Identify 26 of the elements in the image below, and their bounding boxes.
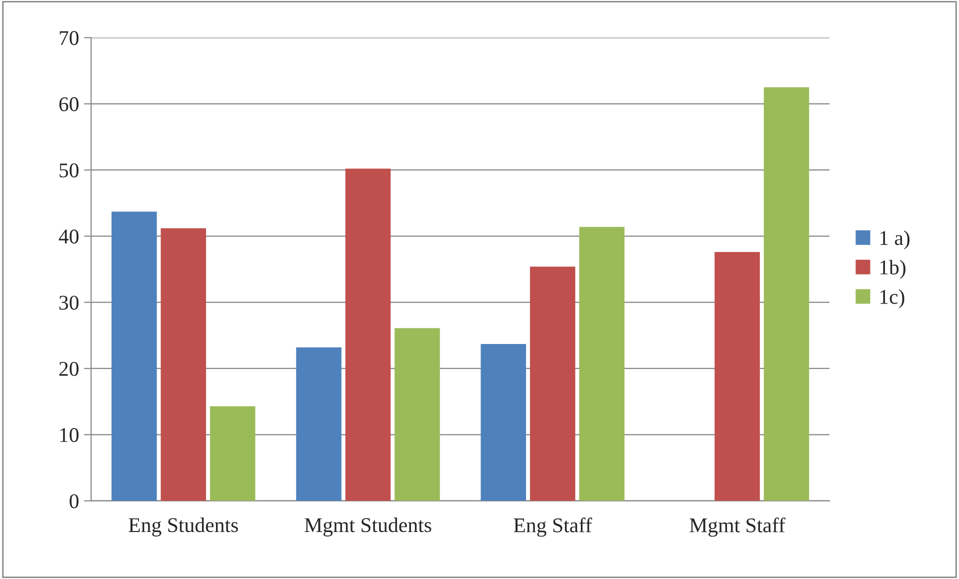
y-tick-label: 60 [59, 97, 79, 112]
bar [579, 226, 624, 501]
bar [714, 252, 760, 501]
bar [764, 87, 810, 501]
bar [480, 344, 526, 501]
x-tick-label: Eng Staff [514, 518, 592, 537]
bar [345, 168, 391, 501]
y-tick-label: 70 [60, 31, 79, 46]
y-tick-label: 20 [59, 362, 79, 376]
bar [112, 212, 157, 501]
y-tick-label: 30 [59, 296, 79, 310]
bar [394, 328, 440, 501]
y-tick-label: 40 [58, 230, 79, 244]
bar [296, 347, 342, 501]
bar [530, 266, 576, 501]
legend-label: 1b) [880, 260, 906, 279]
y-tick-label: 0 [70, 494, 79, 508]
x-tick-label: Mgmt Students [304, 518, 432, 536]
bar [210, 406, 256, 501]
bar [160, 228, 206, 501]
legend-label: 1c) [880, 289, 904, 308]
x-tick-label: Eng Students [128, 518, 238, 536]
x-tick-label: Mgmt Staff [690, 518, 786, 537]
y-tick-label: 10 [60, 428, 79, 442]
y-tick-label: 50 [60, 163, 79, 178]
legend-label: 1 a) [880, 230, 910, 250]
